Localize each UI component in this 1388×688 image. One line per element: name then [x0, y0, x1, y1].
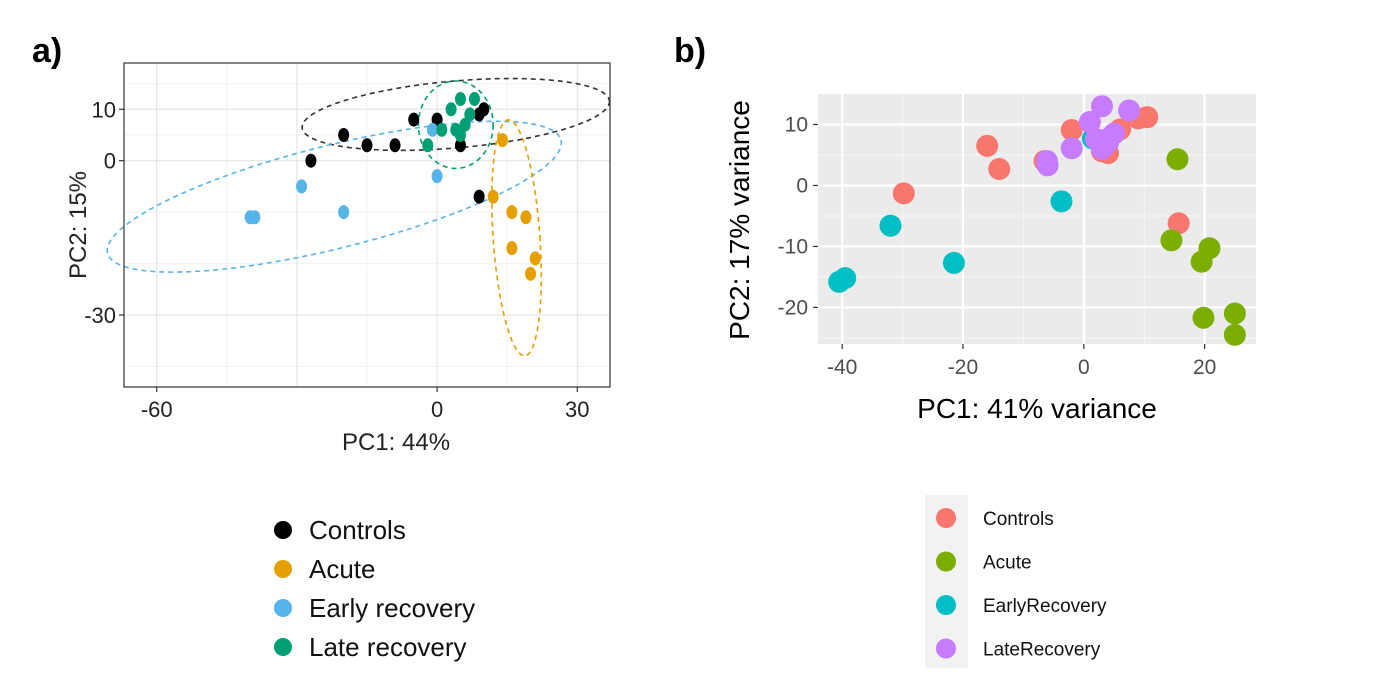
panel-b-x-tick-label: 0 — [1078, 356, 1090, 379]
panel-a-legend-label-controls: Controls — [309, 515, 406, 545]
panel-a-y-tick-label: 10 — [92, 97, 116, 122]
panel-a-point-controls — [338, 128, 350, 142]
panel-b-point-earlyrecovery — [834, 267, 857, 290]
panel-a-point-controls — [478, 102, 490, 117]
panel-a-point-acute — [525, 266, 537, 281]
panel-a-point-acute — [506, 241, 518, 256]
panel-a-confidence-ellipse — [491, 119, 543, 357]
panel-a-point-acute — [497, 133, 509, 148]
panel-a-x-tick-label: 30 — [565, 397, 589, 422]
panel-a-point-late-recovery — [468, 92, 480, 106]
panel-b-point-controls — [1060, 118, 1083, 141]
panel-a-point-early-recovery — [426, 122, 438, 137]
panel-b-y-tick-label: 10 — [785, 113, 808, 136]
panel-b-point-laterecovery — [1060, 137, 1083, 160]
panel-b-point-controls — [988, 158, 1011, 180]
panel-a-plot: -60 0 30 10 0 -30 — [84, 62, 611, 422]
panel-a-point-early-recovery — [296, 179, 308, 194]
panel-a-x-tick-label: -60 — [141, 397, 173, 422]
panel-b-point-acute — [1160, 229, 1183, 252]
panel-b-point-controls — [1167, 212, 1190, 235]
panel-a-point-late-recovery — [445, 102, 457, 117]
panel-b-legend-label-laterecovery: LateRecovery — [983, 640, 1101, 661]
panel-b-point-acute — [1166, 148, 1189, 171]
panel-a-point-late-recovery — [459, 117, 471, 132]
panel-b-point-acute — [1223, 323, 1246, 346]
panel-a-point-controls — [361, 138, 373, 153]
panel-b-y-tick-label: 0 — [796, 174, 808, 197]
panel-a-point-acute — [529, 251, 541, 266]
panel-b-legend: Controls Acute EarlyRecovery LateRecovery — [936, 508, 1107, 661]
panel-b-label: b) — [674, 32, 706, 70]
panel-b-x-tick-label: 20 — [1193, 356, 1216, 379]
panel-a-confidence-ellipse — [106, 120, 563, 273]
panel-a-point-late-recovery — [422, 138, 434, 153]
panel-b-point-acute — [1198, 237, 1221, 260]
panel-a-confidence-ellipse — [417, 80, 494, 170]
panel-b-y-axis-title: PC2: 17% variance — [724, 100, 755, 340]
panel-a-point-controls — [389, 138, 401, 153]
panel-a-point-late-recovery — [464, 107, 476, 122]
panel-b-point-earlyrecovery — [1050, 190, 1073, 213]
panel-b-x-axis-title: PC1: 41% variance — [917, 393, 1157, 424]
panel-a-y-tick-label: 0 — [104, 149, 116, 174]
panel-a-legend-key-controls — [274, 521, 292, 539]
panel-a-x-tick-label: 0 — [431, 397, 443, 422]
panel-b-legend-label-earlyrecovery: EarlyRecovery — [983, 596, 1107, 617]
panel-b-legend-label-acute: Acute — [983, 553, 1032, 574]
panel-a-y-axis-title: PC2: 15% — [65, 171, 92, 279]
panel-b-point-acute — [1223, 302, 1246, 325]
panel-b-point-controls — [1136, 106, 1159, 129]
panel-b-point-laterecovery — [1035, 150, 1058, 173]
panel-a-legend-label-acute: Acute — [309, 554, 376, 584]
panel-a-point-acute — [487, 189, 499, 204]
panel-b-point-earlyrecovery — [879, 214, 902, 237]
panel-b-plot: -40 -20 0 20 10 0 -10 -20 — [778, 94, 1256, 379]
panel-a-point-late-recovery — [436, 122, 448, 137]
panel-a-point-acute — [520, 210, 532, 225]
panel-b-legend-key-controls — [936, 508, 956, 528]
panel-a-x-axis-title: PC1: 44% — [342, 429, 450, 456]
panel-b-legend-key-earlyrecovery — [936, 595, 956, 615]
panel-a-point-controls — [305, 153, 317, 168]
panel-a-legend-label-early-recovery: Early recovery — [309, 593, 475, 623]
panel-a-y-tick-label: -30 — [84, 303, 116, 328]
panel-a-legend-label-late-recovery: Late recovery — [309, 632, 467, 662]
panel-a-plot-border — [123, 62, 611, 388]
panel-b-legend-label-controls: Controls — [983, 509, 1054, 530]
panel-b-point-controls — [892, 182, 915, 205]
panel-b-legend-key-acute — [936, 551, 956, 572]
panel-b-x-tick-label: -20 — [948, 356, 978, 379]
panel-b-point-laterecovery — [1118, 99, 1141, 122]
panel-a-legend: Controls Acute Early recovery Late recovery — [274, 515, 475, 662]
panel-b-point-laterecovery — [1078, 111, 1101, 134]
panel-b-y-tick-label: -20 — [778, 296, 808, 319]
panel-a-label: a) — [32, 32, 62, 70]
panel-b-x-tick-label: -40 — [827, 356, 857, 379]
panel-a-point-early-recovery — [431, 169, 443, 184]
panel-b-point-laterecovery — [1093, 128, 1116, 151]
panel-a-legend-key-acute — [274, 560, 292, 578]
panel-b-point-earlyrecovery — [942, 251, 965, 274]
panel-a-legend-key-late-recovery — [274, 638, 292, 656]
panel-a-point-early-recovery — [338, 205, 350, 220]
panel-a-point-controls — [473, 189, 485, 204]
panel-b-point-acute — [1192, 306, 1215, 329]
panel-a-point-controls — [454, 138, 466, 153]
panel-a-point-controls — [431, 112, 443, 127]
panel-a-point-late-recovery — [454, 92, 466, 106]
panel-a-point-controls — [408, 112, 420, 127]
panel-a-point-late-recovery — [450, 122, 462, 137]
panel-a-point-early-recovery — [249, 210, 261, 225]
panel-b-point-laterecovery — [1090, 95, 1113, 118]
panel-a-legend-key-early-recovery — [274, 599, 292, 617]
panel-a-point-acute — [506, 205, 518, 220]
panel-b-legend-key-laterecovery — [936, 638, 956, 659]
panel-b-y-tick-label: -10 — [778, 235, 808, 258]
panel-b-point-controls — [976, 134, 999, 157]
